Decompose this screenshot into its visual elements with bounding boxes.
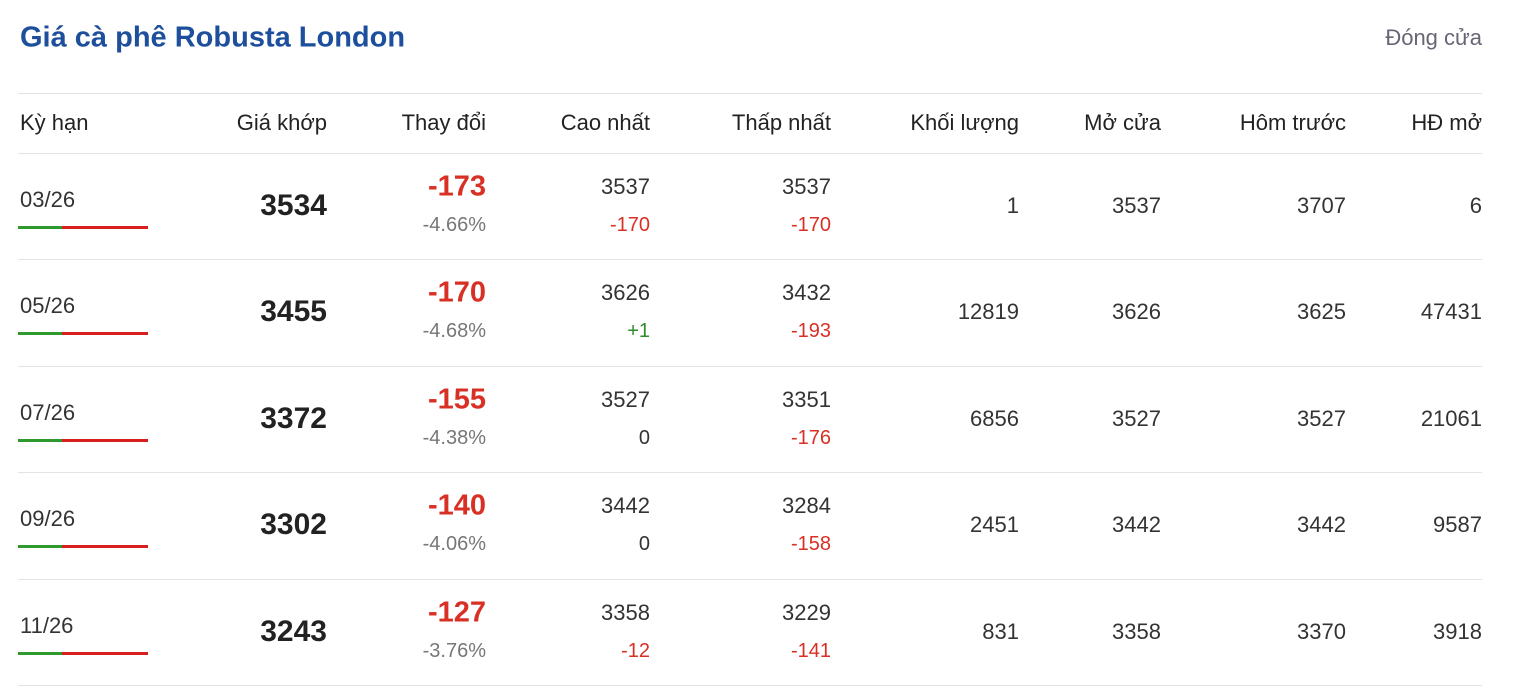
price: 3302 bbox=[260, 508, 327, 542]
price: 3243 bbox=[260, 614, 327, 648]
term: 05/26 bbox=[20, 293, 76, 319]
column-header: Kỳ hạn bbox=[20, 110, 89, 135]
column-header: HĐ mở bbox=[1411, 110, 1482, 135]
high: 3358 bbox=[601, 599, 650, 625]
open-interest: 3918 bbox=[1433, 618, 1482, 644]
high: 3442 bbox=[601, 493, 650, 519]
open-interest: 21061 bbox=[1420, 405, 1482, 431]
change: -155 bbox=[427, 383, 486, 416]
low: 3537 bbox=[782, 174, 831, 199]
price: 3534 bbox=[260, 189, 327, 222]
prev-close: 3370 bbox=[1297, 618, 1346, 644]
low-change: -193 bbox=[790, 320, 831, 343]
volume: 12819 bbox=[957, 299, 1019, 325]
prev-close: 3442 bbox=[1297, 512, 1346, 538]
change-percent: -4.38% bbox=[422, 426, 486, 449]
column-header: Thay đổi bbox=[401, 110, 486, 135]
market-status: Đóng cửa bbox=[1385, 25, 1482, 50]
high-change: 0 bbox=[638, 426, 650, 449]
change-percent: -4.06% bbox=[422, 533, 486, 556]
high: 3626 bbox=[601, 280, 650, 306]
divider bbox=[18, 259, 1482, 261]
range-bar-down bbox=[62, 332, 148, 336]
change-percent: -3.76% bbox=[422, 639, 486, 662]
volume: 1 bbox=[1006, 193, 1019, 218]
column-header: Hôm trước bbox=[1239, 110, 1346, 135]
volume: 831 bbox=[982, 618, 1019, 644]
column-header: Giá khớp bbox=[236, 110, 327, 135]
range-bar-down bbox=[62, 226, 148, 229]
change: -127 bbox=[427, 596, 486, 629]
open-interest: 47431 bbox=[1420, 299, 1482, 325]
open: 3527 bbox=[1112, 405, 1161, 431]
divider bbox=[18, 685, 1482, 686]
open: 3358 bbox=[1112, 618, 1161, 644]
change: -173 bbox=[427, 170, 486, 203]
open: 3537 bbox=[1112, 193, 1161, 218]
term: 11/26 bbox=[20, 612, 74, 638]
prev-close: 3707 bbox=[1297, 193, 1346, 218]
price: 3455 bbox=[260, 295, 327, 329]
open: 3626 bbox=[1112, 299, 1161, 325]
range-bar-up bbox=[18, 651, 62, 655]
divider bbox=[18, 93, 1482, 94]
range-bar-up bbox=[18, 226, 62, 229]
column-header: Thấp nhất bbox=[731, 110, 831, 135]
low: 3229 bbox=[782, 599, 831, 625]
low: 3284 bbox=[782, 493, 831, 519]
low-change: -141 bbox=[790, 639, 831, 662]
low: 3351 bbox=[782, 386, 831, 412]
term: 07/26 bbox=[20, 399, 76, 425]
volume: 2451 bbox=[970, 512, 1019, 538]
range-bar-up bbox=[18, 332, 62, 336]
column-header: Khối lượng bbox=[910, 110, 1019, 135]
high-change: -170 bbox=[609, 214, 650, 236]
high: 3527 bbox=[601, 386, 650, 412]
divider bbox=[18, 472, 1482, 474]
high: 3537 bbox=[601, 174, 650, 199]
price: 3372 bbox=[260, 401, 327, 435]
high-change: +1 bbox=[627, 320, 650, 343]
high-change: 0 bbox=[638, 533, 650, 556]
change-percent: -4.68% bbox=[422, 320, 486, 343]
change-percent: -4.66% bbox=[422, 214, 486, 236]
divider bbox=[18, 153, 1482, 154]
range-bar-up bbox=[18, 545, 62, 549]
range-bar-down bbox=[62, 651, 148, 655]
range-bar-up bbox=[18, 438, 62, 442]
change: -170 bbox=[427, 276, 486, 309]
prev-close: 3625 bbox=[1297, 299, 1346, 325]
term: 03/26 bbox=[20, 187, 76, 212]
divider bbox=[18, 578, 1482, 580]
range-bar-down bbox=[62, 545, 148, 549]
low-change: -176 bbox=[790, 426, 831, 449]
open: 3442 bbox=[1112, 512, 1161, 538]
volume: 6856 bbox=[970, 405, 1019, 431]
high-change: -12 bbox=[621, 639, 650, 662]
range-bar-down bbox=[62, 438, 148, 442]
prev-close: 3527 bbox=[1297, 405, 1346, 431]
divider bbox=[18, 365, 1482, 367]
open-interest: 6 bbox=[1469, 193, 1482, 218]
page-title: Giá cà phê Robusta London bbox=[20, 21, 406, 54]
open-interest: 9587 bbox=[1433, 512, 1482, 538]
low: 3432 bbox=[782, 280, 831, 306]
column-header: Cao nhất bbox=[560, 110, 650, 135]
low-change: -170 bbox=[790, 214, 831, 236]
low-change: -158 bbox=[790, 533, 831, 556]
change: -140 bbox=[427, 489, 486, 522]
term: 09/26 bbox=[20, 506, 76, 532]
column-header: Mở cửa bbox=[1084, 110, 1161, 135]
